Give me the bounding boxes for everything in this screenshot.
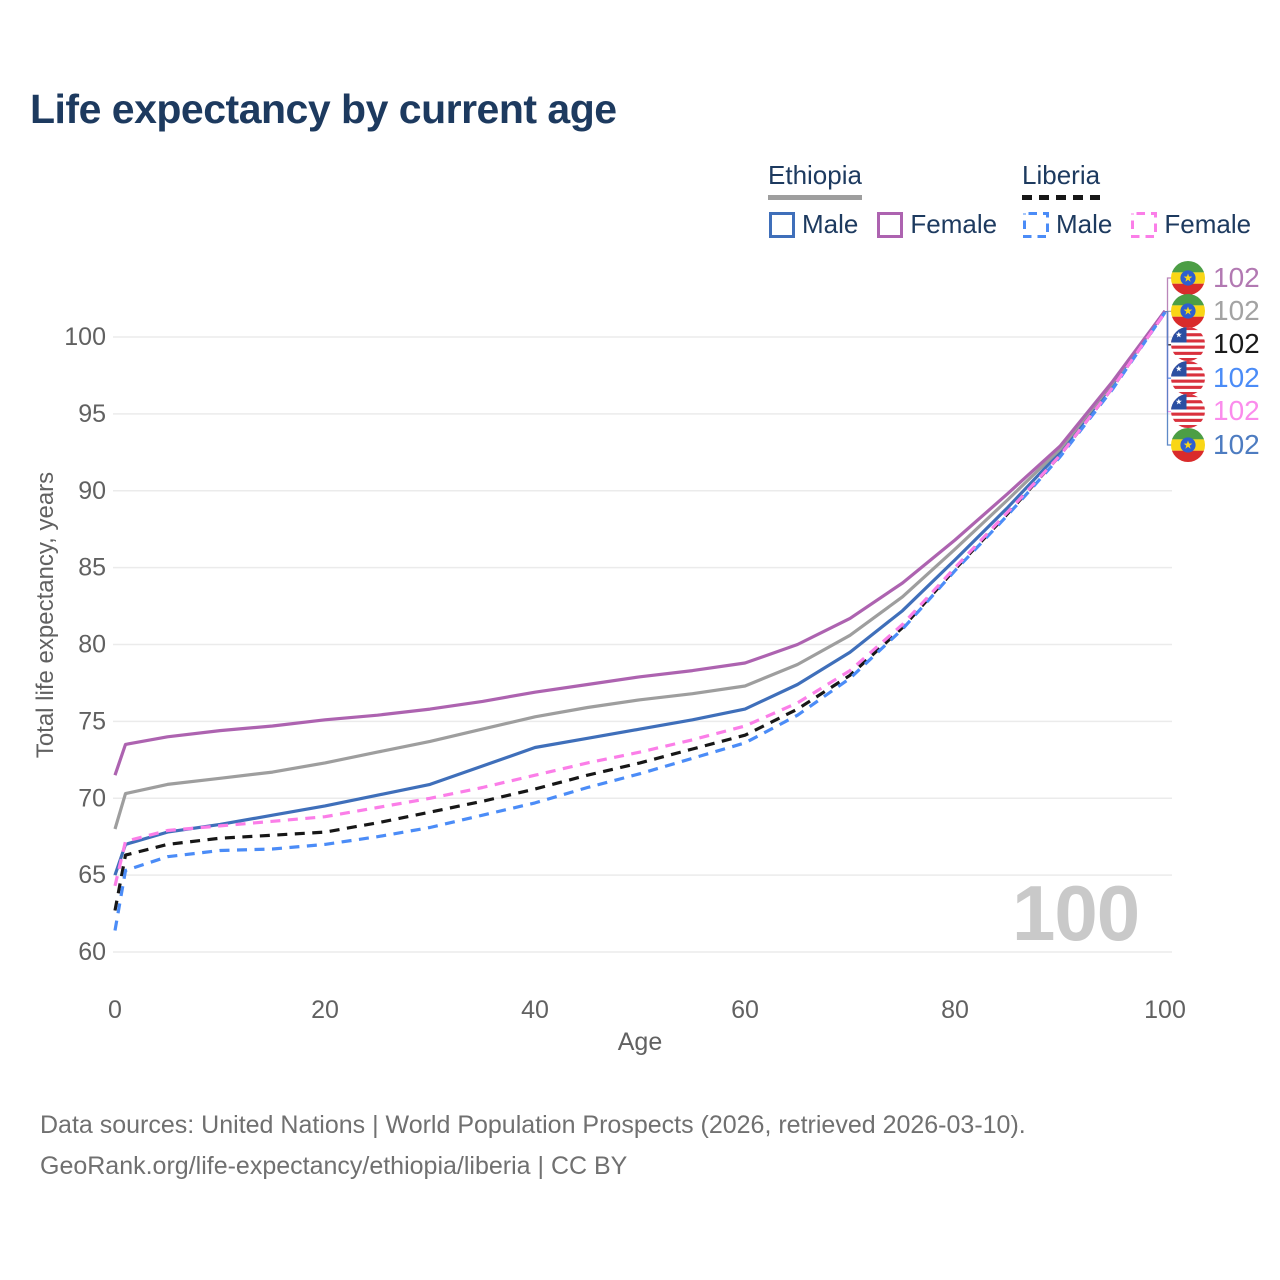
legend-label: Male bbox=[1056, 209, 1113, 239]
end-label-row-liberia-male: 102 bbox=[1171, 361, 1260, 394]
legend-item-liberia-male[interactable]: Male bbox=[1022, 209, 1112, 240]
legend-group-ethiopia: Ethiopia Male Female bbox=[768, 160, 997, 240]
x-axis-title: Age bbox=[617, 1028, 663, 1056]
ethiopia-male-swatch-icon bbox=[769, 211, 795, 238]
y-tick-70: 70 bbox=[78, 784, 106, 812]
y-tick-65: 65 bbox=[78, 861, 106, 889]
end-value: 102 bbox=[1213, 395, 1260, 427]
source-url-line[interactable]: GeoRank.org/life-expectancy/ethiopia/lib… bbox=[40, 1152, 628, 1180]
liberia-flag-icon bbox=[1171, 361, 1205, 395]
series-line-ethiopia-female[interactable] bbox=[113, 309, 1167, 776]
leader-line bbox=[1165, 310, 1174, 446]
y-tick-75: 75 bbox=[78, 707, 106, 735]
watermark-age-100: 100 bbox=[1012, 869, 1140, 957]
legend-liberia-line-sample bbox=[1022, 195, 1101, 200]
ethiopia-flag-icon bbox=[1171, 428, 1205, 462]
series-line-ethiopia-male[interactable] bbox=[113, 309, 1167, 876]
series-line-ethiopia-both[interactable] bbox=[113, 309, 1167, 830]
liberia-flag-icon bbox=[1171, 394, 1205, 428]
y-axis-title: Total life expectancy, years bbox=[32, 471, 59, 759]
ethiopia-flag-icon bbox=[1171, 294, 1205, 328]
liberia-male-swatch-icon bbox=[1023, 211, 1049, 238]
end-labels: 102 102 102 102 102 102 bbox=[1171, 261, 1260, 461]
x-tick-20: 20 bbox=[311, 996, 339, 1024]
liberia-female-swatch-icon bbox=[1131, 211, 1158, 238]
end-label-row-liberia-both-sexes-: 102 bbox=[1171, 328, 1260, 361]
end-value: 102 bbox=[1213, 295, 1260, 327]
legend-ethiopia-line-sample bbox=[768, 195, 862, 200]
series-line-liberia-female[interactable] bbox=[113, 311, 1167, 887]
x-tick-40: 40 bbox=[521, 996, 549, 1024]
page-title: Life expectancy by current age bbox=[30, 86, 617, 132]
legend-ethiopia-title: Ethiopia bbox=[768, 160, 862, 190]
end-value: 102 bbox=[1213, 261, 1260, 293]
y-tick-90: 90 bbox=[78, 477, 106, 505]
liberia-flag-icon bbox=[1171, 327, 1205, 361]
data-sources-line: Data sources: United Nations | World Pop… bbox=[40, 1111, 1026, 1139]
legend-item-ethiopia-female[interactable]: Female bbox=[876, 209, 997, 240]
y-tick-95: 95 bbox=[78, 400, 106, 428]
y-tick-85: 85 bbox=[78, 554, 106, 582]
legend-label: Female bbox=[1164, 209, 1252, 239]
legend-item-liberia-female[interactable]: Female bbox=[1130, 209, 1251, 240]
end-label-row-ethiopia-both-sexes-: 102 bbox=[1171, 294, 1260, 327]
end-label-row-ethiopia-male: 102 bbox=[1171, 428, 1260, 461]
footer: Data sources: United Nations | World Pop… bbox=[40, 1105, 1026, 1187]
x-tick-80: 80 bbox=[941, 996, 969, 1024]
legend-group-liberia: Liberia Male Female bbox=[1022, 160, 1251, 240]
end-label-row-ethiopia-female: 102 bbox=[1171, 261, 1260, 294]
y-tick-80: 80 bbox=[78, 631, 106, 659]
x-tick-0: 0 bbox=[108, 996, 122, 1024]
y-tick-60: 60 bbox=[78, 938, 106, 966]
x-tick-60: 60 bbox=[731, 996, 759, 1024]
legend-item-ethiopia-male[interactable]: Male bbox=[768, 209, 858, 240]
legend-label: Female bbox=[910, 209, 998, 239]
legend-label: Male bbox=[802, 209, 859, 239]
y-tick-100: 100 bbox=[64, 323, 106, 351]
end-value: 102 bbox=[1213, 428, 1260, 460]
end-value: 102 bbox=[1213, 328, 1260, 360]
ethiopia-female-swatch-icon bbox=[877, 211, 904, 238]
end-label-row-liberia-female: 102 bbox=[1171, 395, 1260, 428]
series-line-liberia-male[interactable] bbox=[113, 311, 1167, 931]
legend-liberia-title: Liberia bbox=[1022, 160, 1101, 190]
end-value: 102 bbox=[1213, 361, 1260, 393]
ethiopia-flag-icon bbox=[1171, 261, 1205, 295]
x-tick-100: 100 bbox=[1144, 996, 1186, 1024]
